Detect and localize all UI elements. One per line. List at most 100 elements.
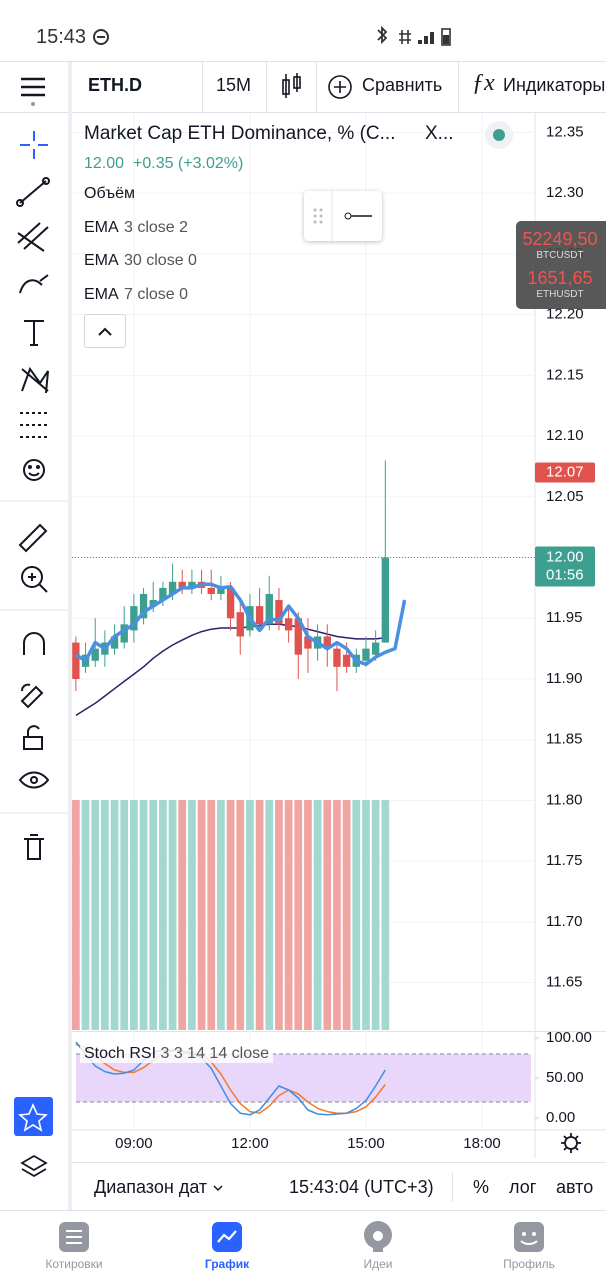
clock: 15:43:04 (UTC+3) [289,1177,434,1197]
text-tool[interactable] [24,320,44,346]
volume-bar [159,800,167,1030]
trendline-tool[interactable] [19,180,47,204]
study-name: EMA [84,219,119,236]
date-range-button[interactable]: Диапазон дат [94,1177,224,1198]
ticker-overlay [516,221,606,309]
interval-button[interactable]: 15M [216,75,252,95]
candle-body [217,587,225,594]
y-tick-label: 11.75 [546,852,582,869]
drawing-float-toolbar[interactable] [304,191,382,241]
chart: 12.3512.3012.2512.2012.1512.1012.0512.00… [72,113,606,1158]
volume-bar [149,800,158,1030]
candle-body [91,648,99,661]
brush-tool[interactable] [19,274,49,294]
volume-bar [323,800,332,1030]
volume-bar [265,800,274,1030]
volume-bar [342,800,351,1030]
indicators-button[interactable]: Индикаторы [503,75,606,95]
y-tick-label: 12.30 [546,184,584,201]
ticker-symbol: ETHUSDT [536,289,584,300]
candle-body [381,557,389,643]
compare-icon[interactable] [327,74,355,102]
zoom-tool[interactable] [21,566,43,588]
volume-bar [371,800,380,1030]
nav-ideas[interactable]: Идеи [363,1257,393,1271]
y-tick-label: 11.70 [546,913,582,930]
dropdown-icon [213,1185,223,1192]
favorites-button[interactable] [14,1097,53,1136]
volume-bar [178,800,187,1030]
visibility-tool[interactable] [18,771,50,789]
volume-bar [217,800,225,1030]
volume-bar [188,800,196,1030]
lock-draw-tool[interactable] [20,683,44,709]
layers-button[interactable] [20,1154,48,1178]
ruler-tool[interactable] [18,523,48,553]
candle-body [342,654,351,667]
volume-bar [284,800,293,1030]
status-icons [377,26,451,46]
status-time: 15:43 [36,26,87,48]
log-button[interactable]: лог [509,1177,537,1197]
volume-bar [304,800,312,1030]
y-tick-label: 11.85 [546,731,582,748]
y-tick-label: 50.00 [546,1069,584,1086]
candle-body [362,648,370,661]
high-price-label: 12.07 [546,463,584,480]
volume-bar [333,800,341,1030]
candle-body [265,593,273,625]
candle-body [226,587,235,619]
volume-bar [139,800,148,1030]
lock-tool[interactable] [23,736,43,750]
ema-line [74,582,407,667]
candle-body [236,612,244,637]
volume-bar [255,800,264,1030]
nav-quotes[interactable]: Котировки [45,1257,103,1271]
compare-button[interactable]: Сравнить [362,75,443,95]
volume-bar [246,800,254,1030]
nav-chart[interactable]: График [204,1257,250,1271]
volume-bar [236,800,245,1030]
candle-body [207,587,215,594]
collapse-legend-button[interactable] [84,314,126,348]
fib-tool[interactable] [17,222,49,252]
drawing-toolbar [0,131,68,1178]
candle-body [371,642,380,655]
volume-bar [168,800,177,1030]
stoch-k-line [75,1041,386,1116]
legend-change: +0.35 (+3.02%) [133,155,244,172]
candle-body [333,648,341,667]
candle-body [275,600,283,625]
auto-button[interactable]: авто [556,1177,594,1197]
nav-profile[interactable]: Профиль [503,1257,555,1271]
volume-bar [91,800,100,1030]
settings-button[interactable] [559,1131,583,1155]
y-tick-label: 11.80 [546,791,582,808]
volume-bar [81,800,90,1030]
volume-bar [130,800,138,1030]
candle-body [294,618,302,655]
pattern-tool[interactable] [21,366,49,394]
volume-bar [110,800,119,1030]
candle-body [168,581,177,594]
last-price-badge [535,546,595,587]
percent-button[interactable]: % [473,1177,490,1197]
emoji-tool[interactable] [23,459,45,481]
magnet-tool[interactable] [23,632,45,655]
x-tick-label: 12:00 [231,1135,269,1152]
x-tick-label: 18:00 [463,1135,501,1152]
volume-bar [120,800,129,1030]
menu-button[interactable] [18,74,48,108]
candle-body [120,624,128,643]
symbol-button[interactable]: ETH.D [88,75,142,95]
ticker-symbol: BTCUSDT [536,250,584,261]
chart-type-button[interactable] [280,72,304,100]
crosshair-tool[interactable] [20,131,48,159]
delete-tool[interactable] [24,834,44,860]
prediction-tool[interactable] [20,412,48,438]
volume-bar [101,800,109,1030]
high-price-badge [535,462,595,483]
market-status [485,121,513,149]
nav-icon[interactable] [514,1222,544,1252]
